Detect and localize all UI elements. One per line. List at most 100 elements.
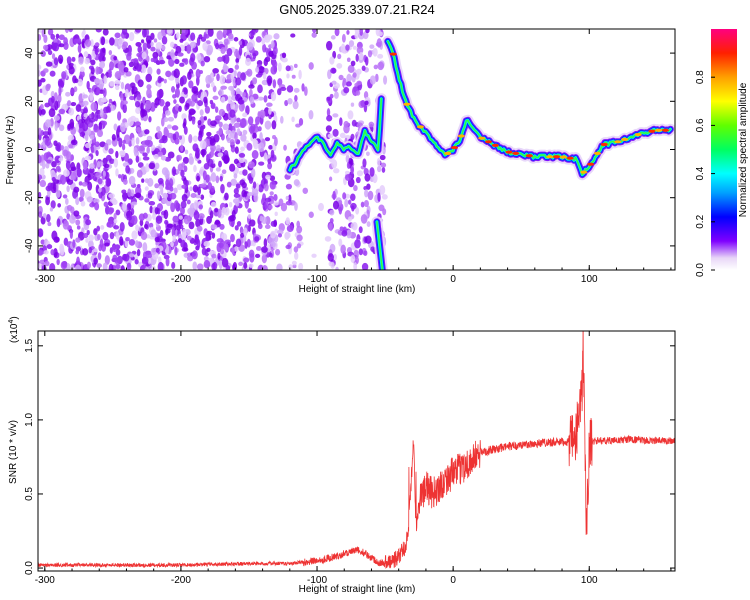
spectrogram-speckle	[264, 199, 269, 210]
spectrogram-speckle	[156, 190, 161, 200]
spectrogram-speckle	[269, 191, 274, 196]
spectrogram-speckle	[296, 243, 302, 249]
spectrogram-speckle	[366, 221, 371, 228]
spectrogram-speckle	[220, 96, 226, 104]
spectrogram-speckle	[102, 170, 106, 178]
x-tick-label: -200	[171, 575, 191, 586]
spectrogram-speckle	[78, 181, 83, 186]
spectrogram-speckle	[135, 127, 142, 133]
spectrogram-speckle	[141, 256, 149, 265]
spectrogram-speckle	[236, 128, 241, 136]
y-tick-label: 40	[24, 47, 35, 59]
spectrogram-speckle	[291, 74, 296, 79]
spectrogram-hotspot	[444, 151, 452, 155]
x-tick-label: -300	[35, 575, 55, 586]
spectrogram-speckle	[218, 259, 223, 270]
spectrogram-speckle	[108, 263, 114, 270]
spectrogram-speckle	[142, 42, 147, 51]
spectrogram-speckle	[181, 161, 186, 168]
spectrogram-hotspot	[634, 132, 642, 137]
spectrogram-speckle	[257, 126, 262, 132]
spectrogram-speckle	[119, 236, 124, 246]
spectrogram-hotspot	[566, 156, 574, 160]
spectrogram-speckle	[160, 155, 167, 161]
spectrogram-speckle	[156, 125, 161, 132]
spectrogram-speckle	[267, 158, 272, 164]
spectrogram-speckle	[164, 219, 169, 225]
spectrogram-speckle	[234, 64, 240, 70]
spectrogram-speckle	[272, 46, 278, 56]
spectrogram-speckle	[336, 63, 343, 69]
spectrogram-speckle	[164, 156, 172, 162]
spectrogram-speckle	[70, 171, 77, 181]
spectrogram-speckle	[119, 150, 126, 158]
spectrogram-speckle	[43, 68, 49, 73]
spectrogram-speckle	[68, 107, 75, 116]
spectrogram-speckle	[318, 202, 324, 212]
spectrogram-speckle	[81, 181, 88, 187]
spectrogram-speckle	[354, 256, 359, 265]
spectrogram-speckle	[247, 116, 254, 126]
spectrogram-speckle	[150, 57, 155, 63]
spectrogram-speckle	[53, 57, 59, 66]
spectrogram-speckle	[53, 248, 58, 258]
spectrogram-speckle	[190, 52, 196, 63]
spectrogram-speckle	[137, 162, 144, 168]
spectrogram-speckle	[142, 156, 150, 161]
spectrogram-speckle	[276, 263, 283, 270]
spectrogram-speckle	[326, 115, 333, 122]
spectrogram-speckle	[41, 160, 46, 170]
spectrogram-speckle	[257, 84, 263, 94]
spectrogram-speckle	[243, 257, 250, 263]
spectrogram-speckle	[82, 121, 89, 132]
spectrogram-speckle	[145, 100, 152, 110]
y-tick-label: 1.5	[24, 338, 35, 352]
spectrogram-speckle	[270, 241, 276, 248]
spectrogram-speckle	[369, 75, 376, 85]
spectrogram-speckle	[364, 189, 369, 198]
spectrogram-speckle	[233, 70, 237, 77]
spectrogram-hotspot	[580, 170, 588, 174]
spectrogram-speckle	[377, 53, 384, 59]
spectrogram-speckle	[155, 215, 163, 224]
x-tick-label: -100	[307, 274, 327, 285]
spectrogram-speckle	[311, 29, 317, 34]
spectrogram-speckle	[123, 67, 129, 73]
spectrogram-speckle	[263, 183, 269, 192]
spectrogram-speckle	[148, 201, 156, 206]
spectrogram-speckle	[304, 86, 308, 97]
spectrogram-speckle	[277, 62, 282, 72]
spectrogram-speckle	[158, 77, 165, 82]
spectrogram-speckle	[108, 158, 115, 164]
spectrogram-speckle	[46, 159, 52, 164]
spectrogram-speckle	[75, 219, 81, 226]
spectrogram-speckle	[199, 140, 207, 150]
y-tick-label: -20	[24, 190, 35, 205]
spectrogram-speckle	[238, 46, 243, 56]
spectrogram-speckle	[285, 65, 291, 72]
spectrogram-speckle	[58, 157, 64, 162]
spectrogram-speckle	[350, 60, 356, 67]
spectrogram-speckle	[124, 88, 129, 98]
snr-y-axis: 0.0 0.5 1.0 1.5	[24, 338, 675, 575]
y-tick-label: 0	[24, 146, 35, 152]
spectrogram-speckle	[273, 33, 280, 40]
spectrogram-speckle	[183, 165, 188, 173]
spectrogram-speckle	[144, 267, 150, 270]
spectrogram-speckle	[379, 154, 386, 161]
spectrogram-hotspot	[600, 142, 608, 147]
spectrogram-speckle	[156, 89, 163, 100]
x-tick-label: -300	[35, 274, 55, 285]
spectrogram-speckle	[235, 93, 242, 102]
spectrogram-speckle	[66, 100, 72, 107]
spectrogram-speckle	[109, 232, 115, 240]
spectrogram-speckle	[49, 207, 54, 212]
spectrogram-speckle	[159, 229, 164, 237]
spectrogram-hotspot	[621, 137, 629, 141]
spectrogram-speckle	[263, 34, 271, 43]
spectrogram-speckle	[238, 102, 245, 112]
spectrogram-speckle	[120, 81, 125, 90]
spectrogram-speckle	[261, 216, 267, 224]
spectrogram-speckle	[377, 61, 385, 71]
spectrogram-speckle	[178, 135, 183, 140]
